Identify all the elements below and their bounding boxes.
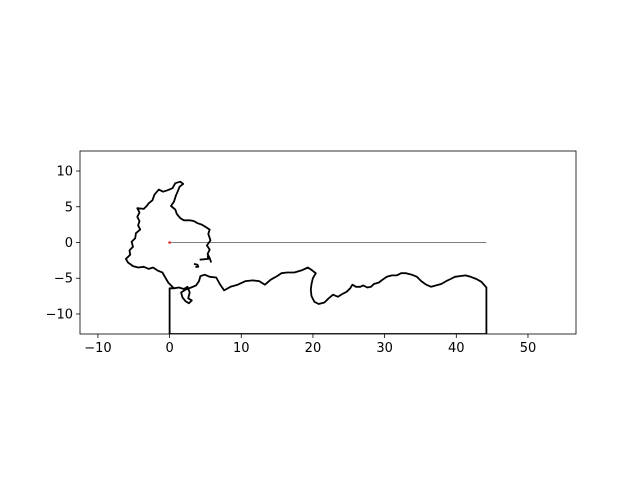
series-line-1 — [125, 180, 488, 334]
y-tick-label: −10 — [46, 307, 73, 322]
x-axis: −10 0 10 20 30 40 50 — [84, 334, 536, 356]
x-tick-label: 50 — [520, 341, 537, 356]
x-tick-label: 0 — [165, 341, 173, 356]
y-tick-label: 5 — [65, 200, 73, 215]
y-tick-label: −5 — [54, 272, 73, 287]
series-line-4 — [193, 263, 200, 268]
y-tick-label: 10 — [56, 165, 73, 180]
x-tick-label: 20 — [305, 341, 322, 356]
y-axis: −10 −5 0 5 10 — [46, 165, 80, 322]
x-tick-label: 30 — [376, 341, 393, 356]
y-tick-label: 0 — [65, 236, 73, 251]
origin-marker — [168, 241, 171, 244]
x-tick-label: −10 — [84, 341, 111, 356]
axes-frame — [79, 150, 577, 335]
x-tick-label: 10 — [233, 341, 250, 356]
plot-area — [125, 180, 488, 334]
series-line-3 — [199, 255, 210, 261]
x-tick-label: 40 — [448, 341, 465, 356]
